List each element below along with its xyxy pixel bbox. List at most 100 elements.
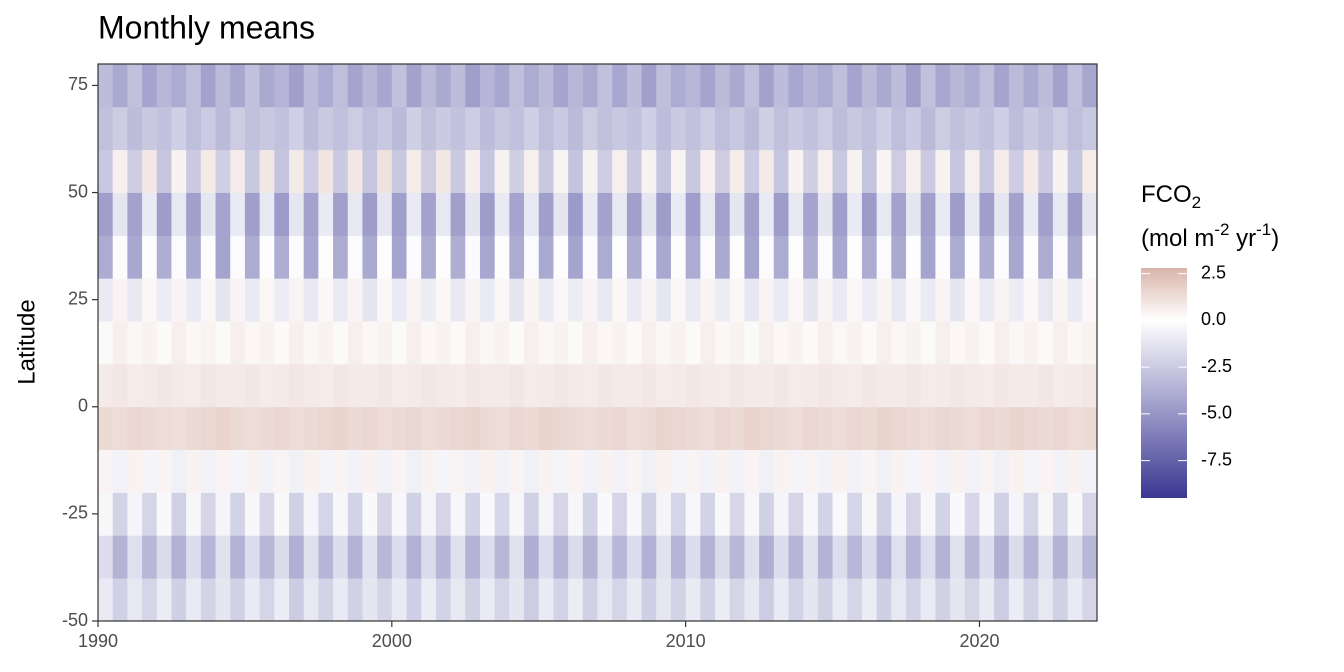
- heat-cell: [127, 363, 143, 408]
- heat-cell: [200, 64, 216, 108]
- heat-cell: [1052, 235, 1069, 279]
- heat-cell: [435, 406, 451, 451]
- heat-cell: [186, 406, 202, 451]
- heat-cell: [964, 64, 980, 108]
- heat-cell: [920, 449, 936, 493]
- heat-cell: [597, 449, 613, 493]
- heat-cell: [1023, 578, 1039, 622]
- heat-cell: [288, 492, 305, 536]
- heatmap-cells: [98, 64, 1098, 622]
- heat-cell: [494, 321, 510, 365]
- heat-cell: [891, 64, 907, 108]
- heat-cell: [538, 321, 554, 365]
- heat-cell: [215, 235, 231, 279]
- heat-cell: [553, 106, 569, 151]
- heat-cell: [112, 64, 128, 108]
- heat-cell: [597, 149, 613, 193]
- heat-cell: [156, 363, 172, 408]
- heat-cell: [479, 278, 496, 322]
- heat-cell: [1067, 321, 1083, 365]
- heat-cell: [920, 235, 936, 279]
- heat-cell: [156, 535, 172, 579]
- heat-cell: [509, 406, 525, 451]
- heat-cell: [509, 449, 525, 493]
- heat-cell: [318, 406, 334, 451]
- heat-cell: [582, 64, 598, 108]
- heat-cell: [112, 192, 128, 236]
- heat-cell: [950, 535, 966, 579]
- heat-cell: [773, 235, 789, 279]
- heat-cell: [479, 321, 496, 365]
- heat-cell: [876, 106, 892, 151]
- heat-cell: [465, 106, 481, 151]
- heat-cell: [685, 535, 701, 579]
- heat-cell: [1023, 321, 1039, 365]
- heat-cell: [744, 578, 760, 622]
- heat-cell: [832, 149, 848, 193]
- heat-cell: [788, 449, 804, 493]
- heat-cell: [1082, 406, 1098, 451]
- heat-cell: [288, 278, 305, 322]
- heat-cell: [861, 449, 878, 493]
- heat-cell: [333, 406, 349, 451]
- heat-cell: [479, 578, 496, 622]
- heat-cell: [861, 535, 878, 579]
- heat-cell: [274, 578, 290, 622]
- heat-cell: [171, 492, 187, 536]
- heat-cell: [200, 149, 216, 193]
- heat-cell: [215, 578, 231, 622]
- heat-cell: [347, 106, 363, 151]
- heat-cell: [421, 406, 437, 451]
- heat-cell: [1038, 535, 1054, 579]
- heat-cell: [832, 64, 848, 108]
- heat-cell: [186, 449, 202, 493]
- heat-cell: [465, 235, 481, 279]
- heat-cell: [318, 192, 334, 236]
- heat-cell: [582, 192, 598, 236]
- heat-cell: [450, 278, 466, 322]
- heat-cell: [112, 106, 128, 151]
- heat-cell: [450, 449, 466, 493]
- heat-cell: [788, 192, 804, 236]
- heat-cell: [524, 106, 540, 151]
- heat-cell: [98, 235, 114, 279]
- heat-cell: [142, 278, 158, 322]
- panel-border: [97, 63, 1098, 622]
- heat-cell: [1008, 321, 1024, 365]
- heat-cell: [406, 321, 422, 365]
- heat-cell: [1008, 149, 1024, 193]
- heat-cell: [127, 278, 143, 322]
- heat-cell: [817, 278, 833, 322]
- heat-cell: [435, 106, 451, 151]
- heat-cell: [171, 278, 187, 322]
- heat-cell: [979, 321, 995, 365]
- heat-cell: [847, 278, 863, 322]
- heat-cell: [494, 278, 510, 322]
- heat-cell: [553, 535, 569, 579]
- heat-cell: [435, 192, 451, 236]
- heat-cell: [670, 321, 687, 365]
- heat-cell: [362, 64, 378, 108]
- heat-cell: [979, 406, 995, 451]
- heat-cell: [553, 321, 569, 365]
- heat-cell: [465, 64, 481, 108]
- heat-cell: [950, 149, 966, 193]
- heat-cell: [406, 192, 422, 236]
- heat-cell: [832, 578, 848, 622]
- heat-cell: [979, 578, 995, 622]
- heat-cell: [979, 278, 995, 322]
- heat-cell: [979, 192, 995, 236]
- heat-cell: [127, 535, 143, 579]
- heat-cell: [597, 235, 613, 279]
- heat-cell: [465, 278, 481, 322]
- heat-cell: [421, 235, 437, 279]
- heat-cell: [1067, 535, 1083, 579]
- heat-cell: [729, 492, 745, 536]
- heat-cell: [788, 278, 804, 322]
- heat-cell: [524, 578, 540, 622]
- heat-cell: [142, 449, 158, 493]
- heat-cell: [935, 235, 951, 279]
- heat-cell: [1023, 363, 1039, 408]
- heat-cell: [98, 449, 114, 493]
- legend-title-sup: -1: [1256, 220, 1271, 239]
